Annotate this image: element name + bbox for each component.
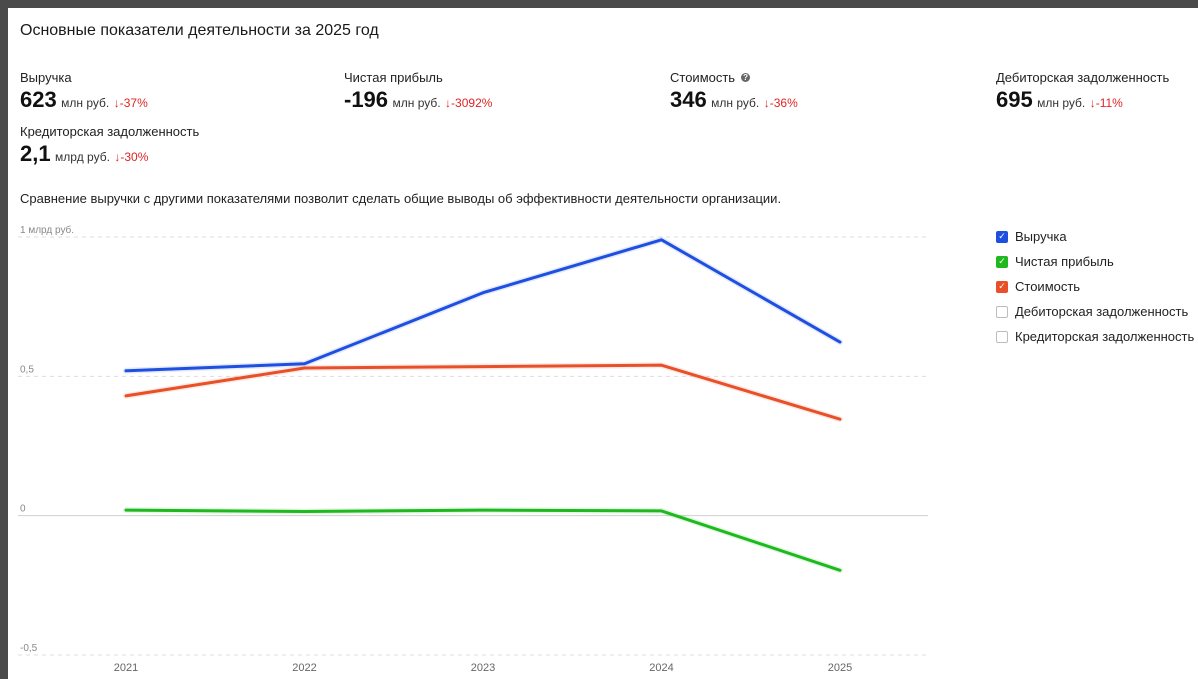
legend-item[interactable]: ✓ Выручка [996, 224, 1194, 249]
metric-change: ↓-3092% [445, 96, 493, 110]
y-tick-label: 0,5 [20, 364, 34, 375]
metric-value: 623 [20, 87, 57, 112]
legend-item[interactable]: Кредиторская задолженность [996, 324, 1194, 349]
metric-unit: млн руб. [61, 96, 110, 110]
series-line [124, 508, 842, 572]
metric-unit: млн руб. [1037, 96, 1086, 110]
x-tick-label: 2024 [649, 662, 673, 674]
metric-receivables: Дебиторская задолженность 695 млн руб. ↓… [996, 70, 1169, 113]
metric-value: 2,1 [20, 141, 51, 166]
legend-label: Стоимость [1015, 279, 1081, 294]
x-tick-label: 2022 [292, 662, 316, 674]
legend-checkbox[interactable] [996, 330, 1008, 343]
series-line-glow [123, 236, 843, 374]
legend-checkbox[interactable] [996, 305, 1008, 318]
metric-unit: млн руб. [392, 96, 441, 110]
legend-checkbox[interactable]: ✓ [996, 230, 1008, 243]
metric-unit: млрд руб. [55, 150, 110, 164]
x-tick-label: 2021 [114, 662, 138, 674]
y-tick-label: -0,5 [20, 643, 38, 654]
chart-legend: ✓ Выручка ✓ Чистая прибыль ✓ Стоимость Дебитор… [996, 224, 1194, 349]
line-chart: 1 млрд руб. 0,5 0 -0,5 2021 2022 2023 2024 2025 [18, 224, 928, 674]
legend-label: Выручка [1015, 229, 1067, 244]
metric-cost: Стоимость ? 346 млн руб. ↓-36% [670, 70, 798, 113]
series-line-glow [123, 507, 843, 574]
window-frame-left [0, 0, 8, 679]
metric-revenue: Выручка 623 млн руб. ↓-37% [20, 70, 148, 113]
series-line [124, 363, 842, 421]
metric-value: 695 [996, 87, 1033, 112]
legend-label: Чистая прибыль [1015, 254, 1114, 269]
metric-change: ↓-30% [114, 150, 149, 164]
x-tick-label: 2023 [471, 662, 495, 674]
chart-description: Сравнение выручки с другими показателями… [20, 191, 782, 206]
metric-net-profit: Чистая прибыль -196 млн руб. ↓-3092% [344, 70, 492, 113]
metric-label: Стоимость [670, 70, 736, 85]
page-title: Основные показатели деятельности за 2025… [20, 22, 379, 39]
metric-change: ↓-37% [113, 96, 148, 110]
legend-label: Кредиторская задолженность [1015, 329, 1195, 344]
metric-label: Кредиторская задолженность [20, 124, 200, 139]
metric-value: -196 [344, 87, 389, 112]
metric-label: Дебиторская задолженность [996, 70, 1170, 85]
metric-unit: млн руб. [711, 96, 760, 110]
window-frame-top [0, 0, 1198, 8]
legend-checkbox[interactable]: ✓ [996, 280, 1008, 293]
metric-payables: Кредиторская задолженность 2,1 млрд руб.… [20, 124, 199, 167]
y-tick-label: 1 млрд руб. [20, 224, 74, 236]
legend-checkbox[interactable]: ✓ [996, 255, 1008, 268]
metric-value: 346 [670, 87, 707, 112]
y-tick-label: 0 [20, 504, 26, 515]
legend-item[interactable]: Дебиторская задолженность [996, 299, 1194, 324]
info-icon[interactable]: ? [741, 73, 751, 82]
metric-change: ↓-11% [1089, 96, 1123, 110]
metric-label: Чистая прибыль [344, 70, 443, 85]
metric-label: Выручка [20, 70, 72, 85]
legend-label: Дебиторская задолженность [1015, 304, 1189, 319]
metric-change: ↓-36% [763, 96, 798, 110]
legend-item[interactable]: ✓ Чистая прибыль [996, 249, 1194, 274]
series-line-glow [123, 362, 843, 423]
series-line [124, 238, 842, 373]
legend-item[interactable]: ✓ Стоимость [996, 274, 1194, 299]
x-tick-label: 2025 [828, 662, 852, 674]
